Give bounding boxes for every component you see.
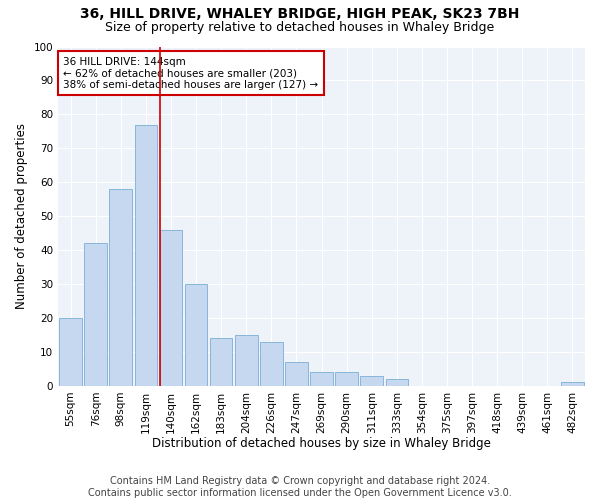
Bar [386, 379, 408, 386]
Text: 36 HILL DRIVE: 144sqm
← 62% of detached houses are smaller (203)
38% of semi-det: 36 HILL DRIVE: 144sqm ← 62% of detached … [64, 56, 319, 90]
Bar [361, 376, 383, 386]
Text: Size of property relative to detached houses in Whaley Bridge: Size of property relative to detached ho… [106, 21, 494, 34]
X-axis label: Distribution of detached houses by size in Whaley Bridge: Distribution of detached houses by size … [152, 437, 491, 450]
Bar [185, 284, 208, 386]
Bar [335, 372, 358, 386]
Bar [210, 338, 232, 386]
Y-axis label: Number of detached properties: Number of detached properties [15, 123, 28, 309]
Text: Contains HM Land Registry data © Crown copyright and database right 2024.
Contai: Contains HM Land Registry data © Crown c… [88, 476, 512, 498]
Bar [285, 362, 308, 386]
Bar [160, 230, 182, 386]
Bar [134, 124, 157, 386]
Bar [260, 342, 283, 386]
Bar [561, 382, 584, 386]
Bar [109, 189, 132, 386]
Bar [310, 372, 333, 386]
Bar [59, 318, 82, 386]
Bar [85, 244, 107, 386]
Bar [235, 335, 257, 386]
Text: 36, HILL DRIVE, WHALEY BRIDGE, HIGH PEAK, SK23 7BH: 36, HILL DRIVE, WHALEY BRIDGE, HIGH PEAK… [80, 8, 520, 22]
